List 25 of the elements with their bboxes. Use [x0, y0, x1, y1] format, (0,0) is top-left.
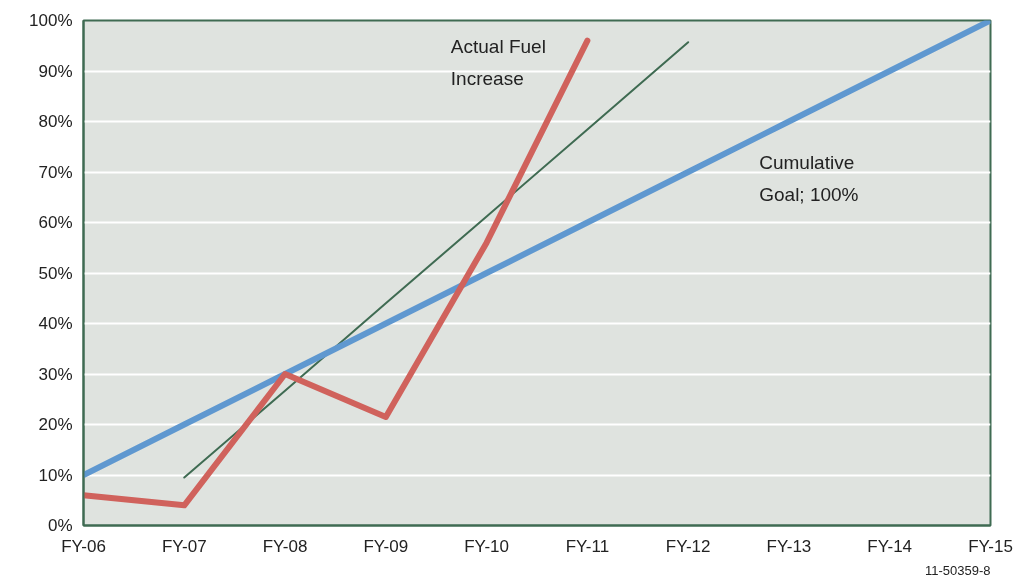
- x-tick-label: FY-09: [363, 536, 409, 556]
- x-tick-label: FY-10: [464, 536, 509, 556]
- y-tick-label: 70%: [38, 162, 73, 182]
- line-series: [183, 41, 690, 479]
- y-tick-label: 10%: [38, 465, 73, 485]
- x-tick-label: FY-12: [665, 536, 711, 556]
- x-tick-label: FY-07: [161, 536, 207, 556]
- x-tick-label: FY-08: [262, 536, 308, 556]
- y-tick-label: 60%: [38, 213, 73, 232]
- y-tick-label: 90%: [38, 61, 73, 81]
- x-tick-label: FY-14: [867, 536, 913, 556]
- y-tick-label: 100%: [29, 11, 73, 30]
- y-tick-label: 50%: [38, 263, 73, 283]
- x-tick-label: FY-15: [968, 536, 1013, 556]
- x-tick-label: FY-06: [61, 536, 106, 556]
- annotation: Cumulative Goal; 100%: [759, 151, 859, 205]
- text: 11-50359-8: [924, 562, 991, 578]
- x-tick-label: FY-13: [766, 536, 812, 556]
- y-tick-label: 80%: [38, 112, 73, 131]
- x-tick-label: FY-11: [565, 536, 610, 556]
- annotation: Actual Fuel Increase: [450, 35, 546, 89]
- y-tick-label: 30%: [38, 364, 73, 384]
- y-tick-label: 40%: [38, 314, 73, 333]
- y-tick-label: 0%: [47, 516, 73, 535]
- y-tick-label: 20%: [38, 415, 73, 434]
